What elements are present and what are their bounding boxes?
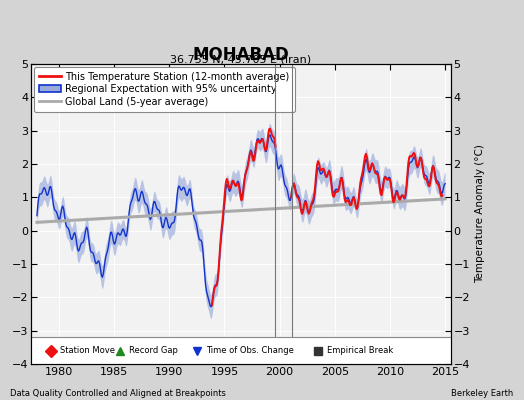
Text: Berkeley Earth: Berkeley Earth (451, 389, 514, 398)
Text: Record Gap: Record Gap (128, 346, 178, 355)
Text: Empirical Break: Empirical Break (327, 346, 394, 355)
Text: Time of Obs. Change: Time of Obs. Change (206, 346, 293, 355)
Y-axis label: Temperature Anomaly (°C): Temperature Anomaly (°C) (475, 144, 485, 284)
Text: 36.755 N, 45.705 E (Iran): 36.755 N, 45.705 E (Iran) (170, 54, 312, 64)
Legend: This Temperature Station (12-month average), Regional Expectation with 95% uncer: This Temperature Station (12-month avera… (35, 67, 294, 112)
Text: Data Quality Controlled and Aligned at Breakpoints: Data Quality Controlled and Aligned at B… (10, 389, 226, 398)
Text: Station Move: Station Move (60, 346, 115, 355)
Bar (31, 337, 451, 364)
Title: MOHABAD: MOHABAD (193, 46, 289, 64)
